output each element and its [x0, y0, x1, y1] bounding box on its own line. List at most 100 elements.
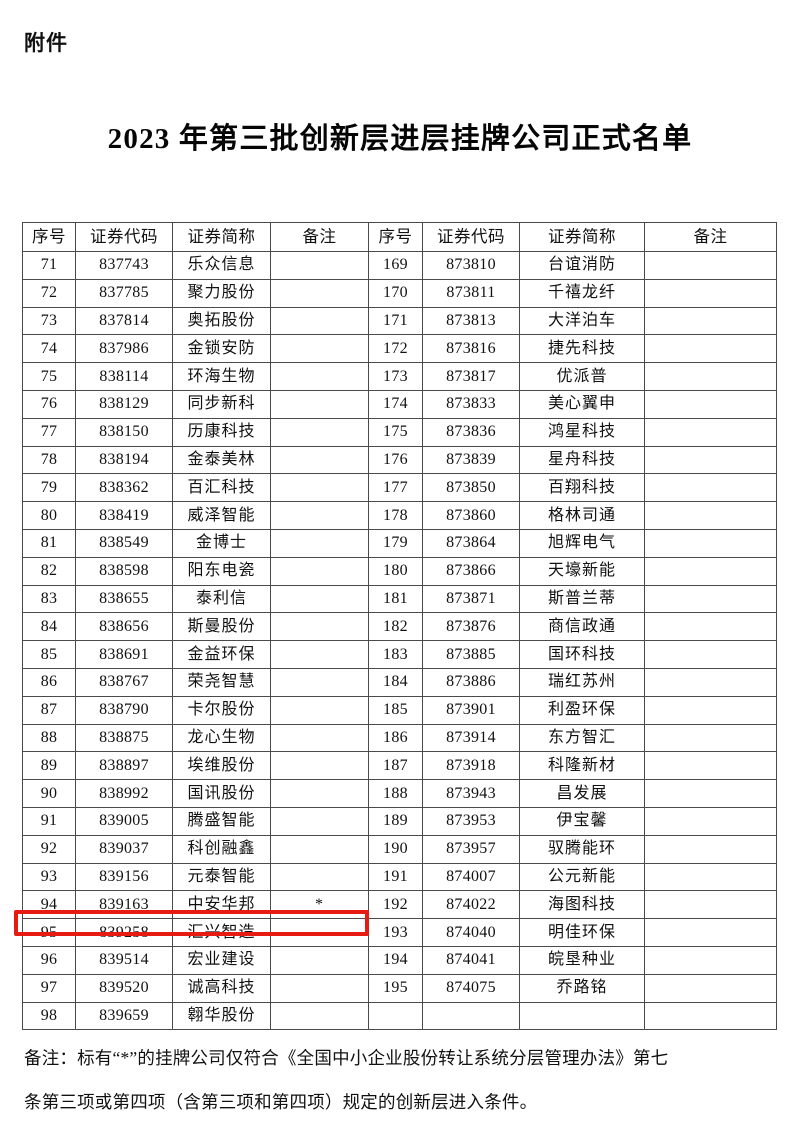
cell-name-right: 星舟科技	[519, 445, 645, 475]
table-row: 92 839037 科创融鑫 190 873957 驭腾能环	[22, 834, 777, 864]
cell-name-right: 伊宝馨	[519, 806, 645, 836]
cell-seq-right	[368, 1001, 423, 1031]
cell-seq-left: 83	[22, 584, 76, 614]
cell-code-right: 873914	[422, 723, 520, 753]
cell-name-right: 利盈环保	[519, 695, 645, 725]
cell-seq-left: 87	[22, 695, 76, 725]
cell-note-left	[270, 834, 369, 864]
cell-name-left: 泰利信	[172, 584, 271, 614]
cell-seq-right: 187	[368, 751, 423, 781]
cell-seq-left: 71	[22, 251, 76, 280]
cell-code-left: 839659	[75, 1001, 173, 1031]
cell-seq-left: 90	[22, 779, 76, 808]
cell-name-right: 瑞红苏州	[519, 667, 645, 697]
cell-note-right	[644, 334, 777, 364]
cell-note-right	[644, 612, 777, 642]
table-row: 90 838992 国讯股份 188 873943 昌发展	[22, 779, 777, 808]
cell-note-right	[644, 667, 777, 697]
cell-name-left: 腾盛智能	[172, 806, 271, 836]
cell-code-right: 873850	[422, 473, 520, 503]
cell-name-left: 荣尧智慧	[172, 667, 271, 697]
cell-seq-left: 93	[22, 862, 76, 892]
col-header-name-right: 证券简称	[519, 222, 645, 252]
cell-code-right: 873864	[422, 528, 520, 558]
cell-code-left: 839258	[75, 918, 173, 947]
cell-name-left: 诚高科技	[172, 973, 271, 1003]
table-body: 71 837743 乐众信息 169 873810 台谊消防 72 837785 聚力股份 170…	[22, 251, 777, 1031]
cell-name-left: 汇兴智造	[172, 918, 271, 947]
cell-name-left: 龙心生物	[172, 723, 271, 753]
cell-code-left: 838549	[75, 528, 173, 558]
cell-note-right	[644, 251, 777, 280]
cell-code-left: 839514	[75, 945, 173, 975]
cell-note-right	[644, 945, 777, 975]
cell-name-left: 卡尔股份	[172, 695, 271, 725]
cell-seq-left: 72	[22, 278, 76, 308]
cell-seq-right: 179	[368, 528, 423, 558]
cell-seq-right: 180	[368, 556, 423, 586]
table-row: 81 838549 金博士 179 873864 旭辉电气	[22, 528, 777, 558]
cell-note-left	[270, 251, 369, 280]
cell-name-left: 金锁安防	[172, 334, 271, 364]
cell-code-left: 839156	[75, 862, 173, 892]
col-header-seq-right: 序号	[368, 222, 423, 252]
cell-seq-left: 74	[22, 334, 76, 364]
cell-code-left: 839520	[75, 973, 173, 1003]
cell-name-left: 金博士	[172, 528, 271, 558]
cell-name-right: 科隆新材	[519, 751, 645, 781]
cell-seq-right: 191	[368, 862, 423, 892]
cell-name-left: 国讯股份	[172, 779, 271, 808]
table-row: 96 839514 宏业建设 194 874041 皖垦种业	[22, 945, 777, 975]
cell-code-left: 838691	[75, 640, 173, 669]
cell-seq-right: 176	[368, 445, 423, 475]
cell-seq-left: 96	[22, 945, 76, 975]
cell-seq-right: 195	[368, 973, 423, 1003]
cell-seq-right: 192	[368, 890, 423, 920]
cell-note-right	[644, 556, 777, 586]
cell-name-left: 埃维股份	[172, 751, 271, 781]
cell-code-right: 873813	[422, 306, 520, 336]
cell-code-right: 874007	[422, 862, 520, 892]
cell-name-left: 斯曼股份	[172, 612, 271, 642]
cell-code-left: 838362	[75, 473, 173, 503]
table-row: 76 838129 同步新科 174 873833 美心翼申	[22, 389, 777, 419]
cell-note-right	[644, 862, 777, 892]
col-header-name-left: 证券简称	[172, 222, 271, 252]
cell-name-right: 优派普	[519, 362, 645, 391]
cell-note-left	[270, 334, 369, 364]
cell-seq-right: 177	[368, 473, 423, 503]
cell-code-left: 838992	[75, 779, 173, 808]
cell-seq-right: 188	[368, 779, 423, 808]
cell-code-left: 838129	[75, 389, 173, 419]
cell-code-right: 874041	[422, 945, 520, 975]
cell-seq-left: 75	[22, 362, 76, 391]
cell-note-left	[270, 667, 369, 697]
cell-seq-left: 80	[22, 501, 76, 530]
cell-code-left: 838790	[75, 695, 173, 725]
footnote: 备注：标有“*”的挂牌公司仅符合《全国中小企业股份转让系统分层管理办法》第七 条…	[24, 1036, 776, 1124]
page-title: 2023 年第三批创新层进层挂牌公司正式名单	[107, 123, 693, 155]
cell-seq-right: 189	[368, 806, 423, 836]
cell-name-right: 台谊消防	[519, 251, 645, 280]
cell-name-left: 历康科技	[172, 417, 271, 447]
table-row: 95 839258 汇兴智造 193 874040 明佳环保	[22, 918, 777, 947]
cell-note-right	[644, 640, 777, 669]
cell-note-left	[270, 389, 369, 419]
cell-note-left	[270, 278, 369, 308]
table-row: 77 838150 历康科技 175 873836 鸿星科技	[22, 417, 777, 447]
cell-seq-right: 181	[368, 584, 423, 614]
cell-note-left	[270, 528, 369, 558]
cell-seq-left: 81	[22, 528, 76, 558]
cell-seq-right: 178	[368, 501, 423, 530]
cell-code-right: 873885	[422, 640, 520, 669]
cell-name-right	[519, 1001, 645, 1031]
cell-seq-right: 169	[368, 251, 423, 280]
cell-seq-left: 82	[22, 556, 76, 586]
table-row: 86 838767 荣尧智慧 184 873886 瑞红苏州	[22, 667, 777, 697]
cell-note-left	[270, 556, 369, 586]
table-row: 78 838194 金泰美林 176 873839 星舟科技	[22, 445, 777, 475]
table-row: 73 837814 奥拓股份 171 873813 大洋泊车	[22, 306, 777, 336]
cell-name-left: 阳东电瓷	[172, 556, 271, 586]
cell-seq-right: 186	[368, 723, 423, 753]
